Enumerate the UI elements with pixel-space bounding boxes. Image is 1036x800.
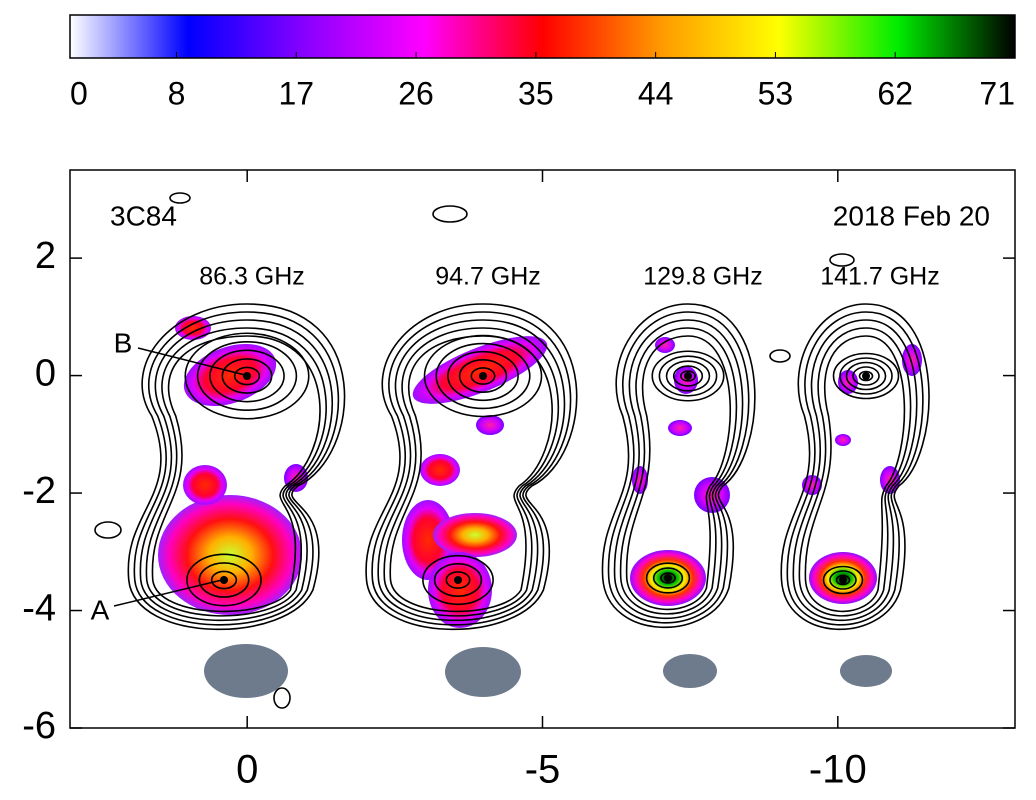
- y-tick-label: -2: [22, 470, 56, 512]
- beam: [840, 655, 892, 687]
- core-dot: [839, 576, 847, 584]
- beam: [663, 654, 717, 688]
- source-label: 3C84: [110, 200, 177, 231]
- core-dot: [684, 372, 692, 380]
- intensity-blob: [183, 465, 227, 505]
- x-tick-label: 0: [236, 748, 258, 792]
- x-tick-label: -10: [809, 748, 867, 792]
- intensity-blob: [632, 466, 648, 494]
- intensity-blob: [655, 337, 675, 353]
- colorbar: [70, 15, 1015, 58]
- colorbar-tick-label: 62: [877, 75, 913, 111]
- x-tick-label: -5: [525, 748, 561, 792]
- core-dot: [664, 574, 672, 582]
- y-tick-label: -4: [22, 588, 56, 630]
- y-tick-label: 0: [35, 353, 56, 395]
- figure: 3C84 2018 Feb 20 86.3 GHz 94.7 GHz 129.8…: [0, 0, 1036, 795]
- frequency-label: 129.8 GHz: [643, 263, 763, 291]
- core-dot: [454, 576, 462, 584]
- contour: [433, 206, 467, 222]
- core-dot: [479, 372, 487, 380]
- colorbar-tick-label: 44: [638, 75, 674, 111]
- frequency-label: 141.7 GHz: [820, 263, 940, 291]
- intensity-blob: [835, 434, 851, 446]
- colorbar-tick-label: 35: [518, 75, 554, 111]
- colorbar-tick-label: 0: [70, 75, 88, 111]
- frequency-label: 86.3 GHz: [199, 263, 305, 291]
- contour: [95, 522, 121, 538]
- core-dot: [862, 372, 870, 380]
- colorbar-tick-label: 53: [758, 75, 794, 111]
- component-label: A: [91, 594, 110, 625]
- contour: [274, 688, 290, 708]
- plot-frame: [70, 170, 1015, 728]
- y-tick-label: 2: [35, 235, 56, 277]
- y-tick-label: -6: [22, 705, 56, 747]
- intensity-blob: [902, 344, 922, 376]
- frequency-label: 94.7 GHz: [435, 263, 541, 291]
- intensity-blob: [175, 316, 211, 340]
- colorbar-tick-label: 8: [168, 75, 186, 111]
- intensity-blob: [476, 415, 504, 435]
- intensity-blob: [420, 454, 460, 486]
- intensity-blob: [668, 420, 692, 436]
- core-dot: [243, 372, 251, 380]
- colorbar-tick-label: 71: [979, 75, 1015, 111]
- colorbar-tick-label: 17: [278, 75, 314, 111]
- colorbar-tick-label: 26: [398, 75, 434, 111]
- beam: [204, 644, 288, 698]
- contour: [770, 350, 790, 362]
- component-label: B: [114, 327, 133, 358]
- beam: [445, 647, 521, 697]
- date-label: 2018 Feb 20: [833, 200, 990, 231]
- intensity-blob: [433, 513, 517, 557]
- intensity-blob: [405, 323, 555, 418]
